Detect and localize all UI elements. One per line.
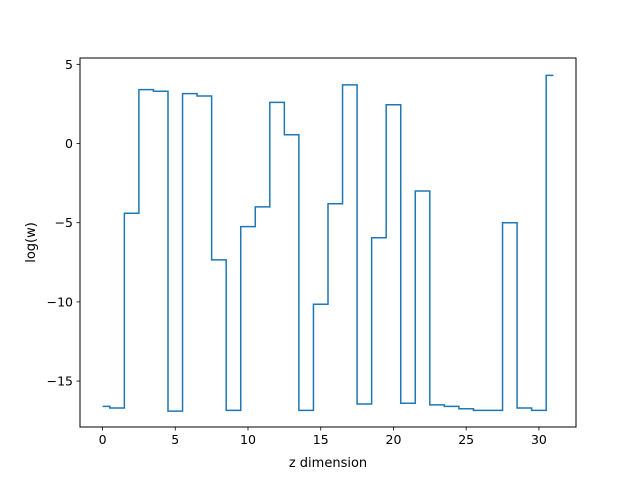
series-step-line bbox=[102, 74, 554, 412]
x-tick-label: 10 bbox=[240, 432, 256, 447]
y-tick-label: −10 bbox=[47, 294, 73, 309]
y-tick-label: 5 bbox=[65, 57, 73, 72]
x-tick-label: 5 bbox=[171, 432, 179, 447]
y-axis-label: log(w) bbox=[24, 222, 39, 263]
x-tick-label: 0 bbox=[99, 432, 107, 447]
y-tick-label: 0 bbox=[65, 136, 73, 151]
y-tick-label: −15 bbox=[47, 374, 73, 389]
y-axis-ticks: −15 −10 −5 0 5 bbox=[47, 57, 80, 389]
axes-frame bbox=[79, 57, 577, 428]
x-tick-label: 20 bbox=[386, 432, 402, 447]
x-tick-label: 15 bbox=[313, 432, 329, 447]
y-tick-label: −5 bbox=[55, 215, 73, 230]
x-axis-label: z dimension bbox=[289, 456, 367, 471]
x-tick-label: 30 bbox=[531, 432, 547, 447]
x-axis-ticks: 0 5 10 15 20 25 30 bbox=[99, 427, 547, 447]
plot-area bbox=[102, 74, 554, 412]
x-tick-label: 25 bbox=[458, 432, 474, 447]
